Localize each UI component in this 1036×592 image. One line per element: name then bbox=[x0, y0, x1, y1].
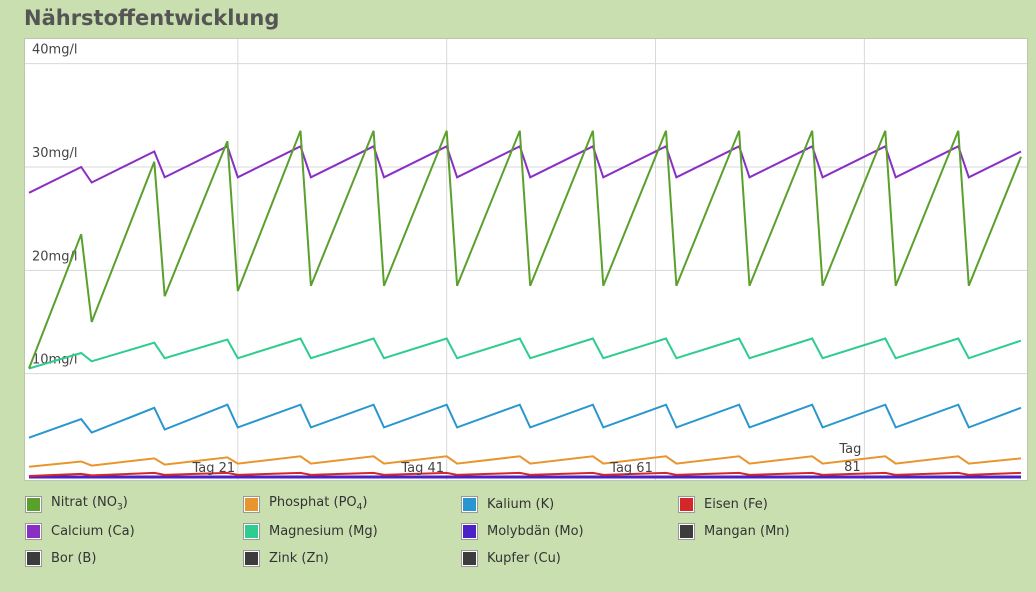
legend-swatch bbox=[244, 496, 259, 512]
series-line-0 bbox=[28, 130, 1022, 369]
legend-swatch bbox=[244, 550, 259, 566]
page-title: Nährstoffentwicklung bbox=[24, 6, 280, 30]
legend: Nitrat (NO3) Phosphat (PO4) Kalium (K) Eise… bbox=[26, 494, 1026, 584]
legend-swatch bbox=[26, 550, 41, 566]
legend-swatch bbox=[462, 523, 477, 539]
legend-item[interactable]: Magnesium (Mg) bbox=[244, 521, 378, 541]
legend-item[interactable]: Eisen (Fe) bbox=[679, 494, 768, 514]
legend-swatch bbox=[679, 523, 694, 539]
legend-item[interactable]: Zink (Zn) bbox=[244, 548, 329, 568]
legend-label: Magnesium (Mg) bbox=[269, 523, 378, 539]
legend-item[interactable]: Calcium (Ca) bbox=[26, 521, 135, 541]
legend-label: Kalium (K) bbox=[487, 496, 555, 512]
legend-swatch bbox=[462, 550, 477, 566]
legend-swatch bbox=[244, 523, 259, 539]
legend-label: Eisen (Fe) bbox=[704, 496, 768, 512]
legend-item[interactable]: Bor (B) bbox=[26, 548, 96, 568]
legend-item[interactable]: Phosphat (PO4) bbox=[244, 494, 367, 514]
legend-label: Mangan (Mn) bbox=[704, 523, 790, 539]
series-line-4 bbox=[28, 144, 1022, 194]
legend-label: Nitrat (NO3) bbox=[51, 495, 128, 513]
legend-label: Bor (B) bbox=[51, 550, 97, 566]
series-line-5 bbox=[28, 337, 1022, 370]
legend-swatch bbox=[462, 496, 477, 512]
legend-swatch bbox=[26, 523, 41, 539]
legend-item[interactable]: Molybdän (Mo) bbox=[462, 521, 584, 541]
legend-swatch bbox=[679, 496, 694, 512]
series-line-3 bbox=[28, 471, 1022, 477]
legend-item[interactable]: Kalium (K) bbox=[462, 494, 554, 514]
legend-label: Calcium (Ca) bbox=[51, 523, 135, 539]
chart-area: 10mg/l 20mg/l 30mg/l 40mg/l Tag 21 Tag 41 Tag … bbox=[24, 38, 1028, 481]
series-line-1 bbox=[28, 455, 1022, 468]
series-line-2 bbox=[28, 403, 1022, 439]
legend-label: Kupfer (Cu) bbox=[487, 550, 561, 566]
x-tick-label: Tag 81 bbox=[838, 442, 861, 475]
y-tick-label: 30mg/l bbox=[32, 146, 77, 161]
x-tick-label: Tag 21 bbox=[191, 461, 235, 476]
legend-label: Molybdän (Mo) bbox=[487, 523, 584, 539]
x-tick-label: Tag 41 bbox=[400, 461, 444, 476]
x-tick-label: Tag 61 bbox=[609, 461, 653, 476]
legend-swatch bbox=[26, 496, 41, 512]
legend-item[interactable]: Nitrat (NO3) bbox=[26, 494, 128, 514]
legend-label: Zink (Zn) bbox=[269, 550, 329, 566]
y-tick-label: 20mg/l bbox=[32, 249, 77, 264]
legend-item[interactable]: Mangan (Mn) bbox=[679, 521, 790, 541]
legend-label: Phosphat (PO4) bbox=[269, 495, 368, 513]
y-tick-label: 40mg/l bbox=[32, 43, 77, 58]
legend-item[interactable]: Kupfer (Cu) bbox=[462, 548, 561, 568]
